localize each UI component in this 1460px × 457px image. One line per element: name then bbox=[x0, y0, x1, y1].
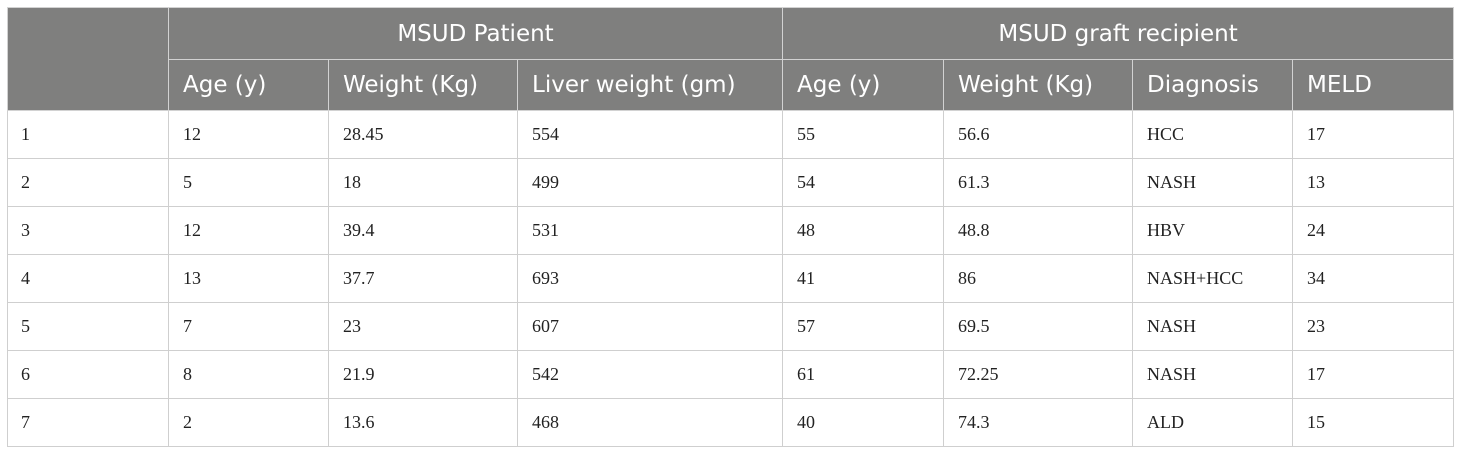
liver-weight-cell: 554 bbox=[516, 110, 784, 159]
patient-weight-cell: 39.4 bbox=[328, 206, 518, 255]
column-header-patient-age: Age (y) bbox=[168, 59, 329, 111]
meld-cell: 34 bbox=[1292, 254, 1455, 303]
meld-cell: 24 bbox=[1292, 206, 1455, 255]
header-group-patient: MSUD Patient bbox=[167, 7, 784, 60]
liver-weight-cell: 499 bbox=[516, 158, 784, 207]
patient-age-cell: 7 bbox=[168, 302, 329, 351]
table-row: 5 7 23 607 57 69.5 NASH 23 bbox=[7, 302, 1455, 351]
patient-age-cell: 8 bbox=[168, 350, 329, 399]
column-header-diagnosis: Diagnosis bbox=[1132, 59, 1294, 111]
patient-age-cell: 12 bbox=[168, 206, 329, 255]
table-row: 6 8 21.9 542 61 72.25 NASH 17 bbox=[7, 350, 1455, 399]
patient-age-cell: 5 bbox=[168, 158, 329, 207]
recipient-age-cell: 48 bbox=[782, 206, 945, 255]
column-header-patient-weight: Weight (Kg) bbox=[328, 59, 518, 111]
diagnosis-cell: NASH bbox=[1132, 158, 1294, 207]
row-number-cell: 2 bbox=[7, 158, 169, 207]
meld-cell: 15 bbox=[1292, 398, 1455, 447]
liver-weight-cell: 468 bbox=[516, 398, 784, 447]
liver-weight-cell: 531 bbox=[516, 206, 784, 255]
row-number-cell: 7 bbox=[7, 398, 169, 447]
column-header-meld: MELD bbox=[1292, 59, 1455, 111]
liver-weight-cell: 693 bbox=[516, 254, 784, 303]
recipient-age-cell: 57 bbox=[782, 302, 945, 351]
patient-weight-cell: 13.6 bbox=[328, 398, 518, 447]
recipient-age-cell: 54 bbox=[782, 158, 945, 207]
row-number-cell: 3 bbox=[7, 206, 169, 255]
patient-weight-cell: 21.9 bbox=[328, 350, 518, 399]
patient-age-cell: 13 bbox=[168, 254, 329, 303]
liver-weight-cell: 607 bbox=[516, 302, 784, 351]
liver-weight-cell: 542 bbox=[516, 350, 784, 399]
row-number-cell: 6 bbox=[7, 350, 169, 399]
meld-cell: 23 bbox=[1292, 302, 1455, 351]
column-header-recipient-weight: Weight (Kg) bbox=[943, 59, 1134, 111]
meld-cell: 17 bbox=[1292, 350, 1455, 399]
diagnosis-cell: HBV bbox=[1132, 206, 1294, 255]
data-table: MSUD Patient MSUD graft recipient Age (y… bbox=[7, 7, 1455, 447]
header-column-row: Age (y) Weight (Kg) Liver weight (gm) Ag… bbox=[8, 59, 1455, 111]
meld-cell: 17 bbox=[1292, 110, 1455, 159]
table-row: 2 5 18 499 54 61.3 NASH 13 bbox=[7, 158, 1455, 207]
diagnosis-cell: NASH bbox=[1132, 302, 1294, 351]
column-header-recipient-age: Age (y) bbox=[782, 59, 945, 111]
recipient-age-cell: 55 bbox=[782, 110, 945, 159]
recipient-weight-cell: 61.3 bbox=[943, 158, 1134, 207]
table-row: 4 13 37.7 693 41 86 NASH+HCC 34 bbox=[7, 254, 1455, 303]
meld-cell: 13 bbox=[1292, 158, 1455, 207]
diagnosis-cell: NASH+HCC bbox=[1132, 254, 1294, 303]
recipient-age-cell: 41 bbox=[782, 254, 945, 303]
recipient-weight-cell: 56.6 bbox=[943, 110, 1134, 159]
recipient-weight-cell: 74.3 bbox=[943, 398, 1134, 447]
row-number-cell: 1 bbox=[7, 110, 169, 159]
patient-age-cell: 12 bbox=[168, 110, 329, 159]
recipient-age-cell: 61 bbox=[782, 350, 945, 399]
patient-weight-cell: 23 bbox=[328, 302, 518, 351]
diagnosis-cell: NASH bbox=[1132, 350, 1294, 399]
recipient-weight-cell: 86 bbox=[943, 254, 1134, 303]
header-group-row: MSUD Patient MSUD graft recipient bbox=[7, 7, 1455, 111]
table-row: 1 12 28.45 554 55 56.6 HCC 17 bbox=[7, 110, 1455, 159]
patient-weight-cell: 18 bbox=[328, 158, 518, 207]
recipient-weight-cell: 72.25 bbox=[943, 350, 1134, 399]
table-row: 7 2 13.6 468 40 74.3 ALD 15 bbox=[7, 398, 1455, 447]
recipient-weight-cell: 69.5 bbox=[943, 302, 1134, 351]
column-header-liver-weight: Liver weight (gm) bbox=[516, 59, 784, 111]
row-number-cell: 5 bbox=[7, 302, 169, 351]
diagnosis-cell: ALD bbox=[1132, 398, 1294, 447]
recipient-age-cell: 40 bbox=[782, 398, 945, 447]
patient-age-cell: 2 bbox=[168, 398, 329, 447]
diagnosis-cell: HCC bbox=[1132, 110, 1294, 159]
patient-weight-cell: 37.7 bbox=[328, 254, 518, 303]
recipient-weight-cell: 48.8 bbox=[943, 206, 1134, 255]
header-group-recipient: MSUD graft recipient bbox=[782, 7, 1455, 60]
row-number-cell: 4 bbox=[7, 254, 169, 303]
table-row: 3 12 39.4 531 48 48.8 HBV 24 bbox=[7, 206, 1455, 255]
header-row-number-cell bbox=[7, 7, 169, 111]
patient-weight-cell: 28.45 bbox=[328, 110, 518, 159]
